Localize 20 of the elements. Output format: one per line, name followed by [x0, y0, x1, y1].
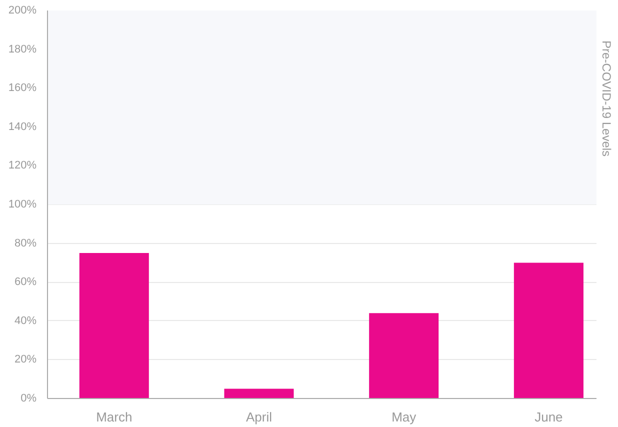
- x-tick-label: April: [246, 410, 272, 424]
- y-tick-label: 60%: [14, 276, 37, 288]
- y-tick-label: 40%: [14, 314, 37, 327]
- y-tick-label: 120%: [8, 160, 37, 172]
- band-label: Pre-COVID-19 Levels: [600, 40, 614, 157]
- y-tick-label: 140%: [8, 120, 37, 133]
- y-tick-label: 20%: [14, 354, 37, 366]
- x-tick-label: March: [96, 410, 132, 424]
- bar: [369, 313, 439, 398]
- bar: [79, 253, 149, 398]
- x-tick-label: June: [534, 410, 563, 424]
- y-tick-label: 180%: [8, 43, 37, 56]
- bar: [514, 262, 584, 398]
- y-tick-label: 0%: [20, 392, 37, 404]
- y-tick-label: 160%: [8, 82, 37, 94]
- y-tick-label: 200%: [8, 4, 37, 16]
- bar: [224, 388, 294, 398]
- x-tick-label: May: [392, 410, 417, 424]
- y-tick-label: 100%: [8, 198, 37, 210]
- y-tick-label: 80%: [14, 237, 37, 250]
